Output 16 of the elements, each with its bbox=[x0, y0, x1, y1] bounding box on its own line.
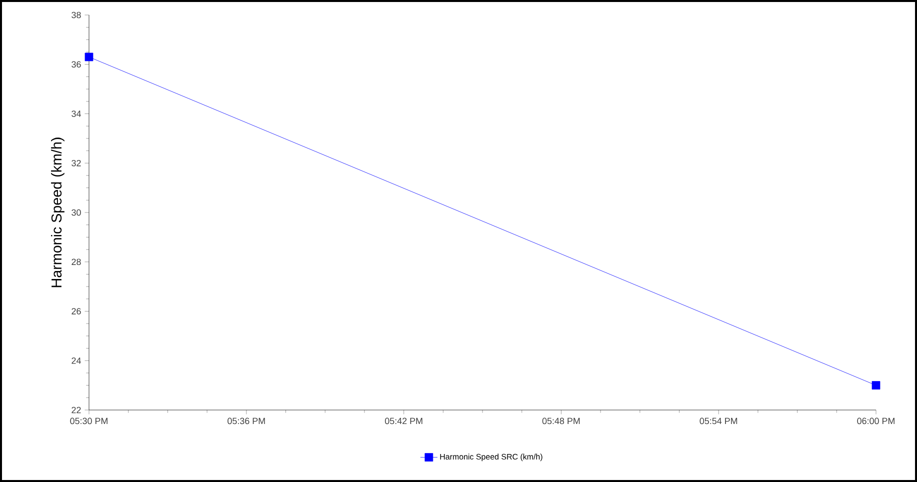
x-tick-label: 05:42 PM bbox=[384, 418, 422, 424]
x-tick-label: 05:36 PM bbox=[228, 418, 265, 424]
x-tick-label: 05:30 PM bbox=[70, 418, 108, 424]
y-axis-title: Harmonic Speed (km/h) bbox=[51, 138, 64, 288]
y-tick-label: 26 bbox=[72, 308, 81, 314]
y-tick-label: 34 bbox=[72, 110, 81, 117]
x-tick-label: 06:00 PM bbox=[857, 418, 894, 424]
x-tick-label: 05:48 PM bbox=[542, 418, 580, 424]
y-tick-label: 22 bbox=[72, 406, 81, 414]
x-tick-label: 05:54 PM bbox=[700, 418, 738, 424]
y-tick-label: 30 bbox=[72, 209, 81, 216]
y-tick-label: 36 bbox=[72, 61, 81, 68]
y-tick-label: 28 bbox=[72, 258, 81, 266]
y-tick-label: 38 bbox=[72, 12, 81, 18]
y-tick-label: 32 bbox=[72, 160, 81, 166]
y-tick-label: 24 bbox=[72, 357, 81, 364]
